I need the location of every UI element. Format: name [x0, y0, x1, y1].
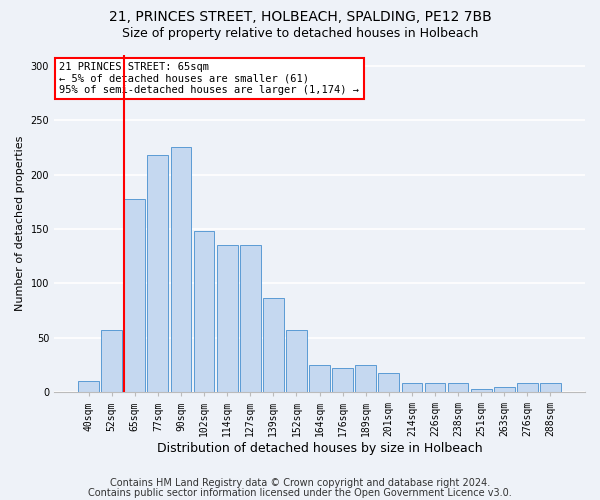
Bar	[101, 330, 122, 392]
Text: Size of property relative to detached houses in Holbeach: Size of property relative to detached ho…	[122, 28, 478, 40]
Text: 21, PRINCES STREET, HOLBEACH, SPALDING, PE12 7BB: 21, PRINCES STREET, HOLBEACH, SPALDING, …	[109, 10, 491, 24]
Bar	[240, 246, 260, 392]
Bar	[540, 384, 561, 392]
Bar	[286, 330, 307, 392]
Y-axis label: Number of detached properties: Number of detached properties	[15, 136, 25, 312]
Bar	[194, 231, 214, 392]
Text: 21 PRINCES STREET: 65sqm
← 5% of detached houses are smaller (61)
95% of semi-de: 21 PRINCES STREET: 65sqm ← 5% of detache…	[59, 62, 359, 95]
Bar	[517, 384, 538, 392]
Bar	[401, 384, 422, 392]
Bar	[148, 155, 168, 392]
Bar	[124, 198, 145, 392]
Bar	[494, 386, 515, 392]
Bar	[332, 368, 353, 392]
Bar	[355, 365, 376, 392]
Text: Contains HM Land Registry data © Crown copyright and database right 2024.: Contains HM Land Registry data © Crown c…	[110, 478, 490, 488]
Text: Contains public sector information licensed under the Open Government Licence v3: Contains public sector information licen…	[88, 488, 512, 498]
Bar	[448, 384, 469, 392]
Bar	[78, 382, 99, 392]
Bar	[379, 372, 399, 392]
Bar	[425, 384, 445, 392]
Bar	[471, 389, 491, 392]
Bar	[263, 298, 284, 392]
Bar	[170, 148, 191, 392]
Bar	[309, 365, 330, 392]
X-axis label: Distribution of detached houses by size in Holbeach: Distribution of detached houses by size …	[157, 442, 482, 455]
Bar	[217, 246, 238, 392]
